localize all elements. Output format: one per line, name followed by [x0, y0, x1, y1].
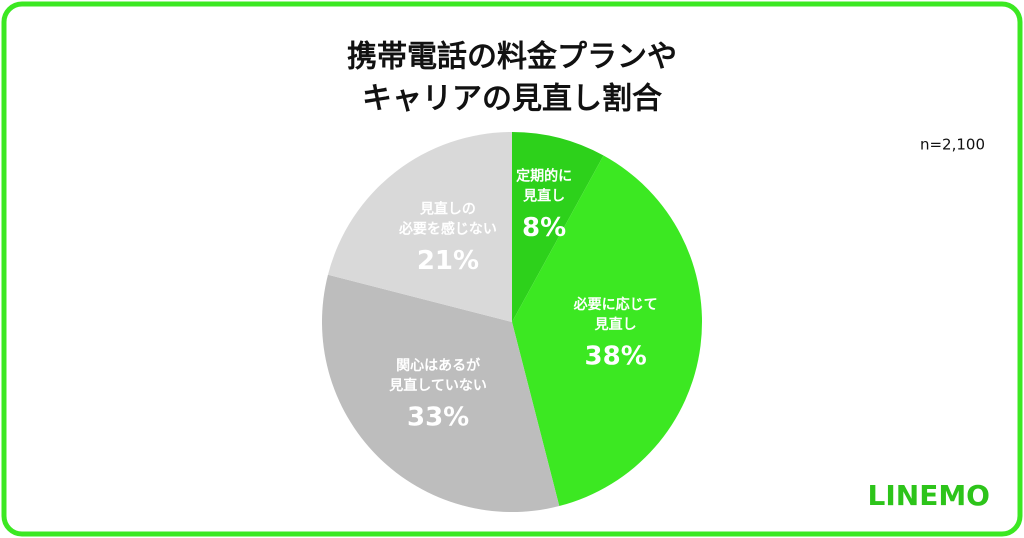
pie-slice [321, 274, 560, 512]
slice-label: 見直しの必要を感じない [398, 200, 497, 237]
annotation: n=2,100 [920, 136, 985, 154]
value-label: 21% [417, 246, 479, 276]
pie-slice [327, 132, 512, 322]
slice-label: 必要に応じて見直し [573, 296, 658, 333]
value-label: 38% [585, 342, 647, 372]
slice-label: 定期的に見直し [516, 168, 572, 205]
slice-label: 関心はあるが見直していない [388, 357, 487, 394]
logo: LINEMO [868, 479, 991, 512]
pie-slice [512, 132, 604, 322]
chart-title: キャリアの見直し割合 [362, 82, 662, 117]
pie-slice [512, 155, 703, 507]
value-label: 33% [407, 402, 469, 432]
chart-title: 携帯電話の料金プランや [347, 40, 677, 75]
value-label: 8% [522, 213, 566, 243]
